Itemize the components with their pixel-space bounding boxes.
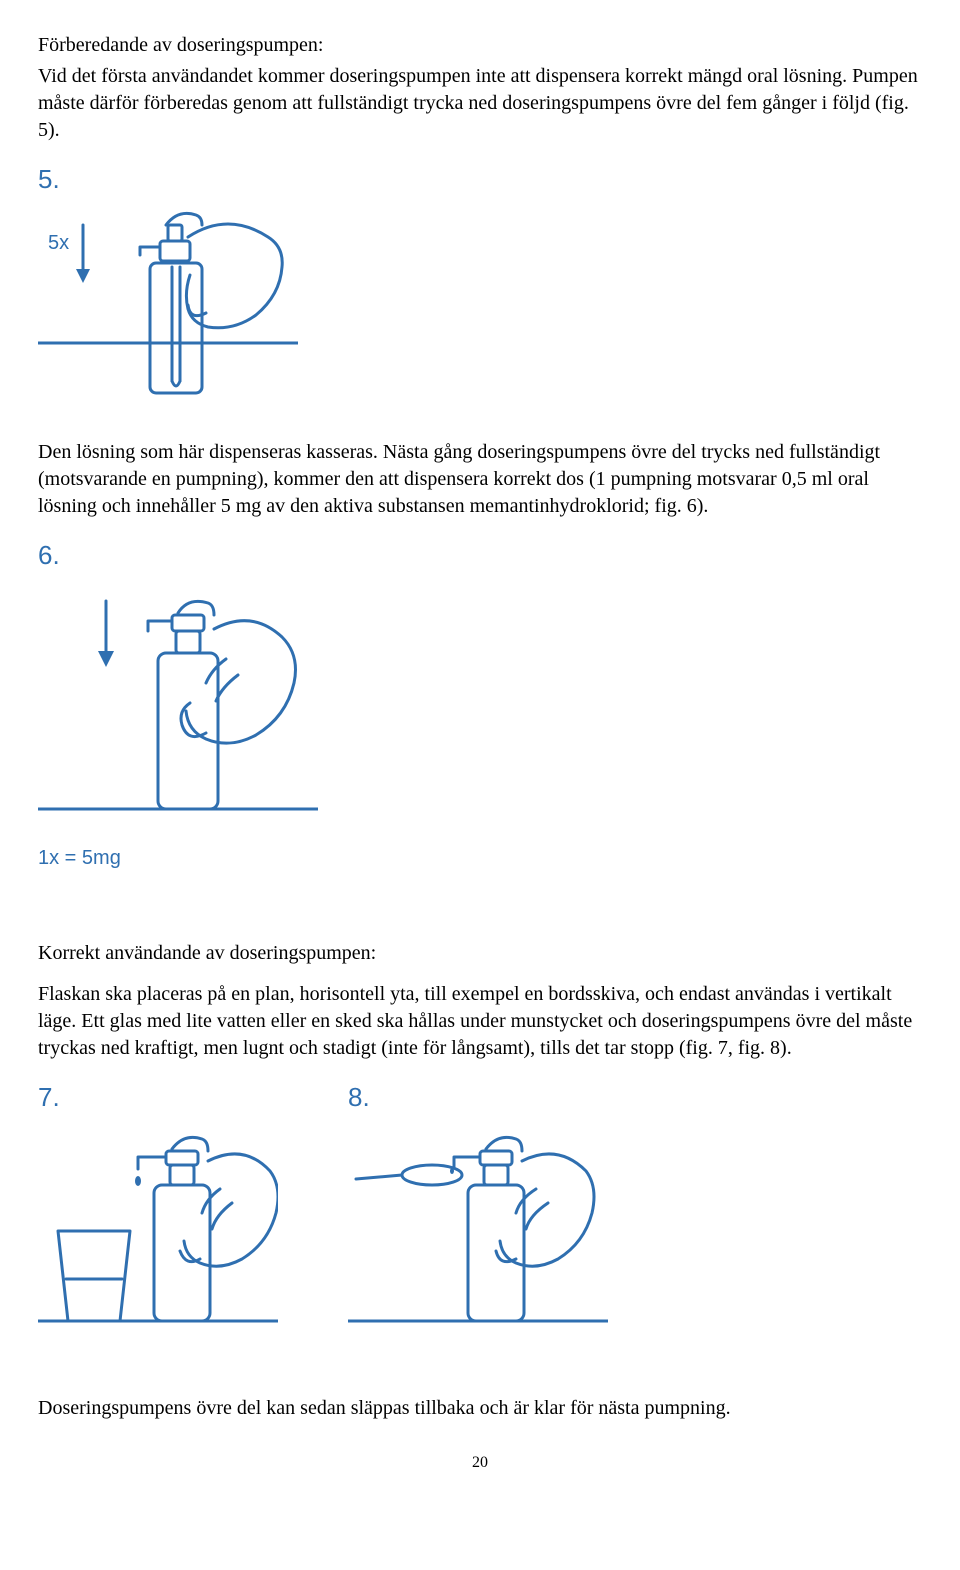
figure-5: 5. 5x — [38, 162, 922, 413]
figure-7-illustration — [38, 1121, 278, 1341]
figure-8: 8. — [348, 1080, 608, 1341]
figure-8-number: 8. — [348, 1080, 608, 1115]
section4-body: Doseringspumpens övre del kan sedan släp… — [38, 1395, 922, 1422]
section3-title: Korrekt användande av doseringspumpen: — [38, 940, 922, 967]
figure-7-8-row: 7. — [38, 1080, 922, 1341]
figure-5-illustration: 5x — [38, 203, 922, 413]
figure-6: 6. — [38, 538, 922, 872]
section3-body: Flaskan ska placeras på en plan, horison… — [38, 981, 922, 1062]
figure-6-number: 6. — [38, 538, 922, 573]
section1-body: Vid det första användandet kommer doseri… — [38, 63, 922, 144]
figure-6-illustration — [38, 579, 922, 839]
figure-5-number: 5. — [38, 162, 922, 197]
figure-7: 7. — [38, 1080, 278, 1341]
figure-8-illustration — [348, 1121, 608, 1341]
section1-title: Förberedande av doseringspumpen: — [38, 32, 922, 59]
section2-body: Den lösning som här dispenseras kasseras… — [38, 439, 922, 520]
figure-5-caption: 5x — [48, 232, 69, 254]
figure-7-number: 7. — [38, 1080, 278, 1115]
page-number: 20 — [38, 1452, 922, 1474]
figure-6-caption: 1x = 5mg — [38, 845, 922, 872]
